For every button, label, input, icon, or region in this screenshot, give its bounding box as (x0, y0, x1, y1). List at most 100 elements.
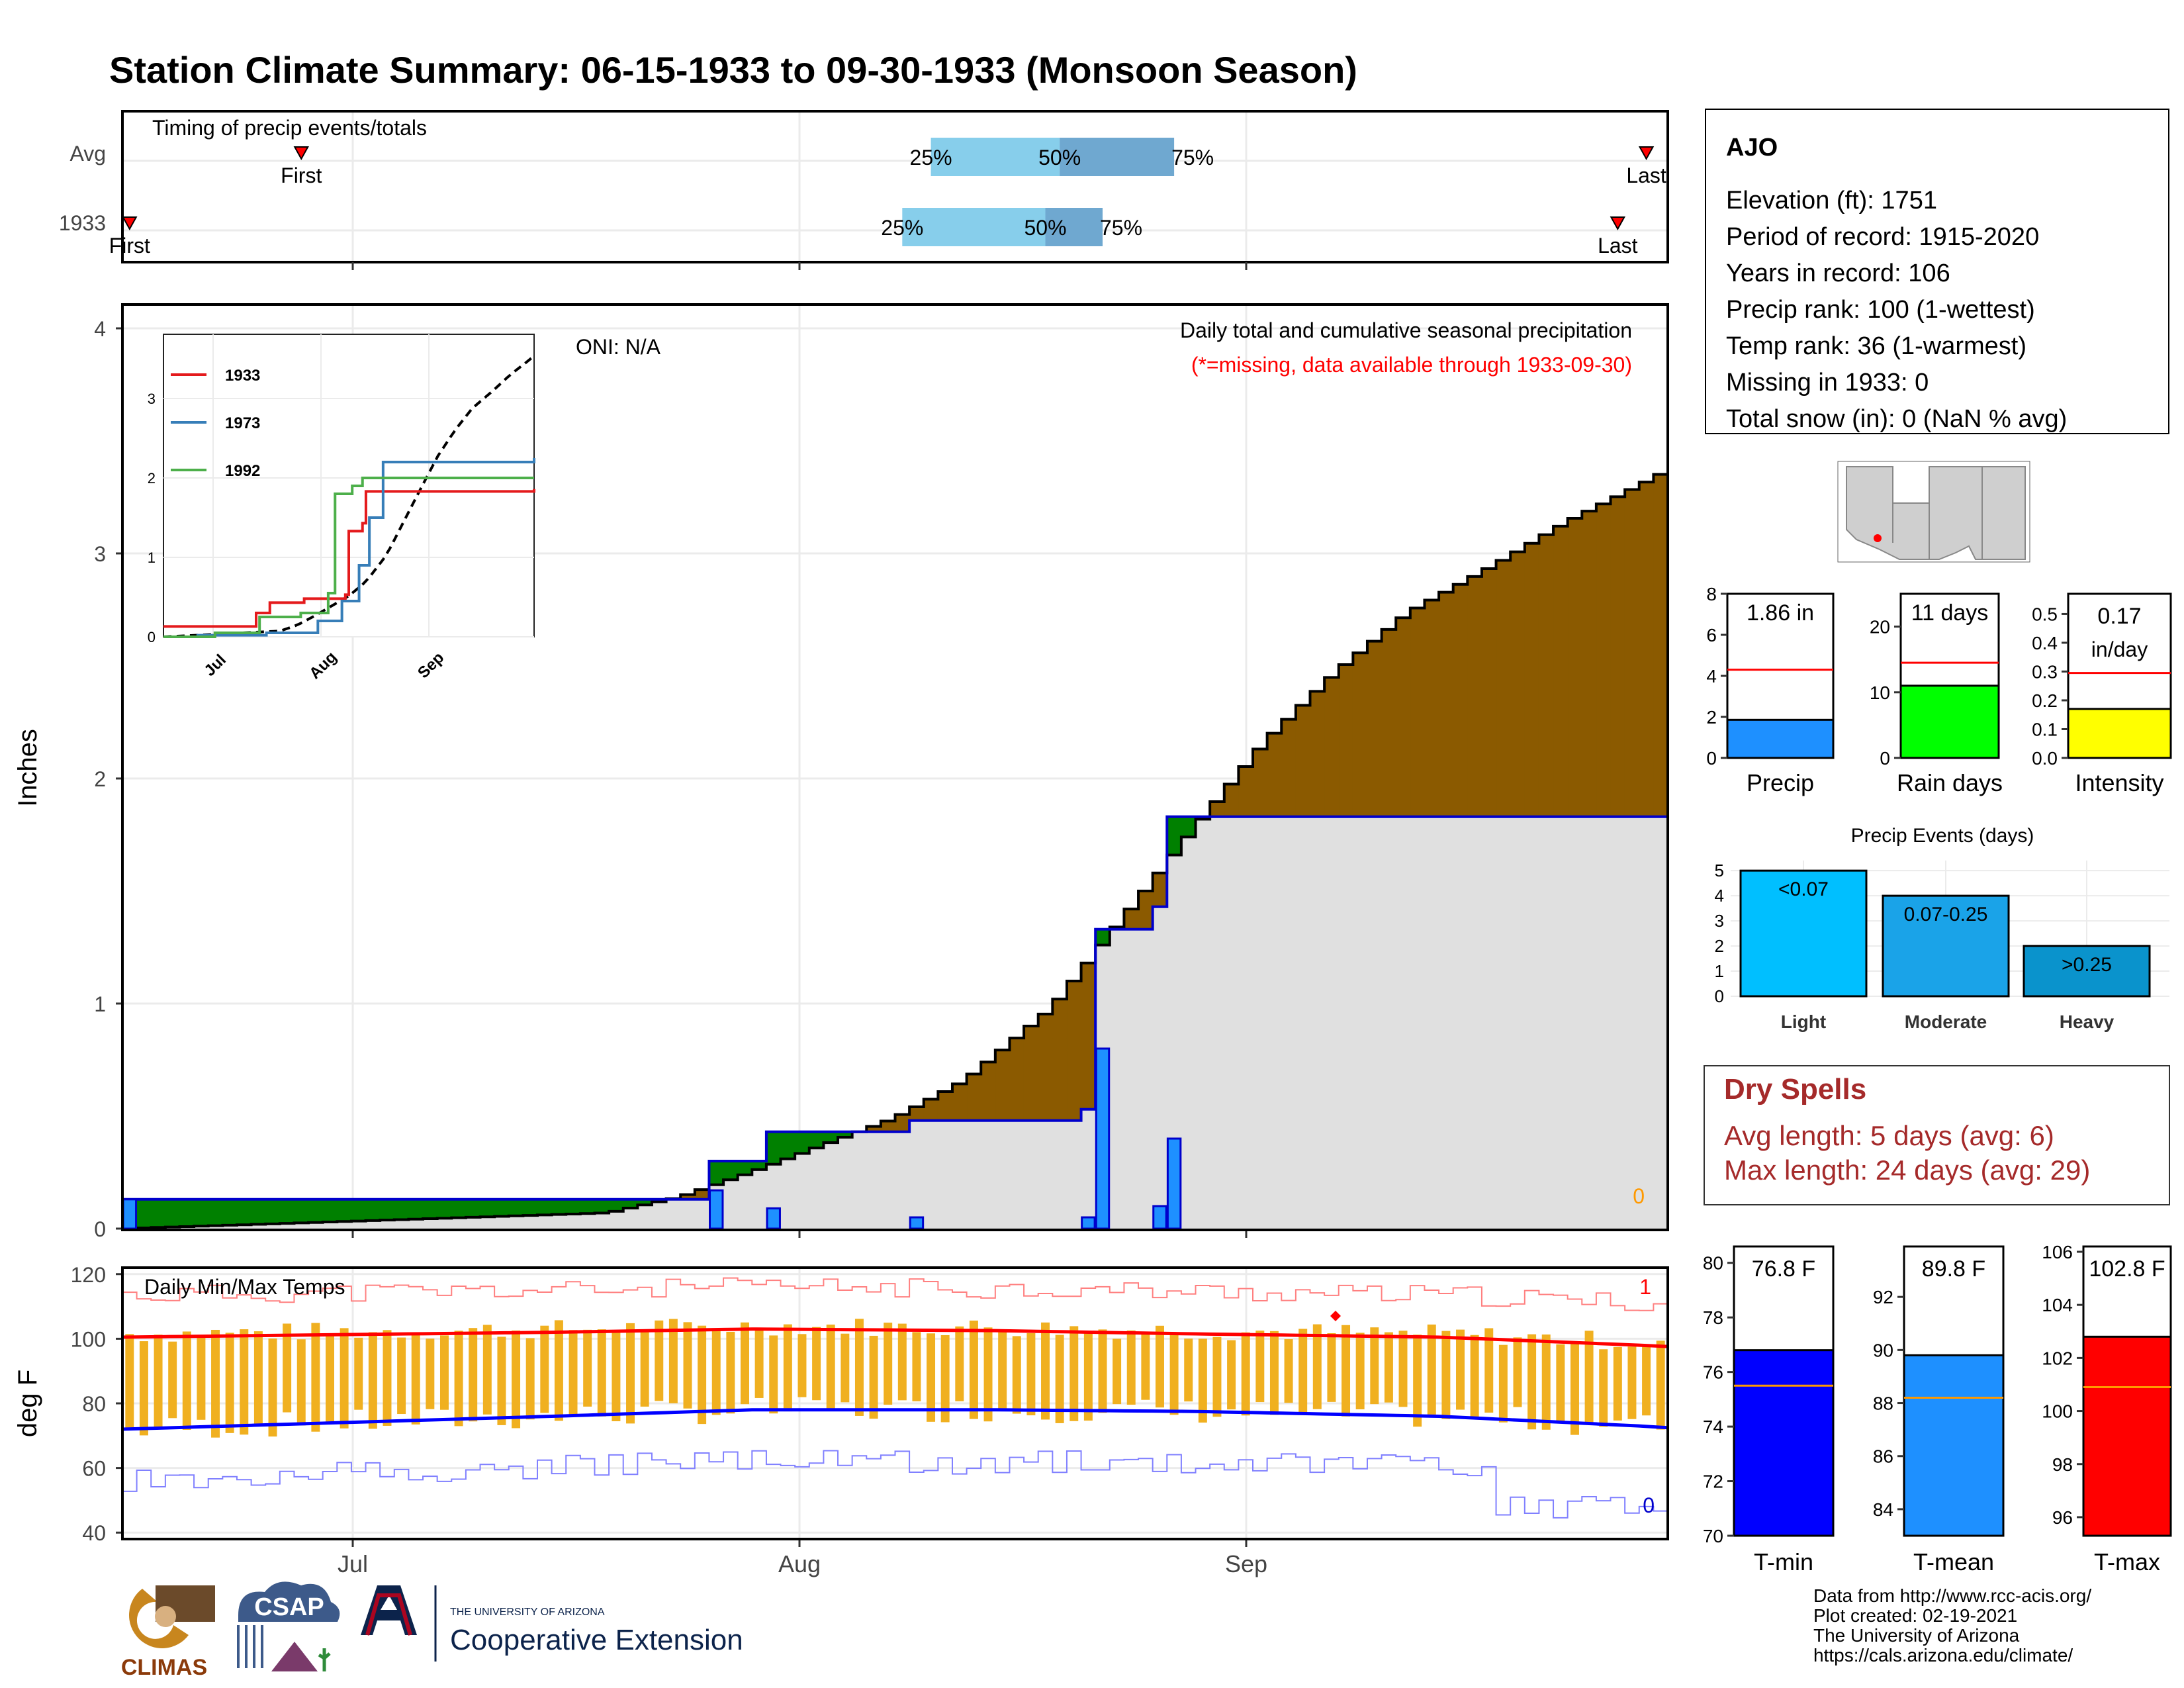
station-name: AJO (1726, 134, 1778, 162)
temp-daily-bar-84 (1327, 1333, 1336, 1402)
temp-daily-bar-94 (1470, 1335, 1479, 1419)
summary-ytick-label-0-0: 0 (1706, 748, 1717, 769)
temp-daily-bar-17 (368, 1332, 377, 1429)
temp-summary-ytick-label-1-0: 84 (1873, 1499, 1893, 1520)
footer-credits: Data from http://www.rcc-acis.org/ Plot … (1813, 1585, 2091, 1665)
timing-panel-label: Timing of precip events/totals (152, 116, 427, 140)
temp-daily-bar-92 (1441, 1331, 1451, 1419)
inset-legend-label-1: 1973 (225, 414, 260, 432)
temperature-bars: 70 72 74 76 78 80 76.8 F T-min 84 86 88 90 92 89.8 F T… (1703, 1242, 2172, 1575)
month-label-sep: Sep (1225, 1550, 1267, 1577)
temp-daily-bar-86 (1355, 1333, 1365, 1410)
precip-ytick-label-1: 1 (94, 992, 106, 1016)
station-info-box: AJO Elevation (ft): 1751 Period of recor… (1705, 109, 2169, 434)
summary-category-label-0: Precip (1747, 769, 1814, 796)
temp-panel-label: Daily Min/Max Temps (144, 1275, 345, 1299)
summary-ytick-label-1-1: 10 (1870, 682, 1890, 703)
timing-row-avg-label: Avg (69, 142, 106, 165)
temp-daily-bar-90 (1413, 1335, 1422, 1427)
daily-precip-bar-4 (1081, 1216, 1096, 1230)
temp-daily-bar-6 (211, 1329, 220, 1438)
timing-first-marker-0 (293, 146, 309, 161)
temp-daily-bar-56 (927, 1333, 936, 1422)
temp-daily-bar-66 (1069, 1326, 1079, 1421)
temp-daily-bar-82 (1298, 1329, 1308, 1414)
temp-daily-bar-2 (154, 1335, 163, 1429)
map-region-shape (1846, 466, 2026, 560)
station-period: Period of record: 1915-2020 (1726, 223, 2039, 251)
temp-panel-frame (121, 1266, 1669, 1540)
events-category-label-2: Heavy (2060, 1011, 2115, 1032)
temp-daily-bar-21 (426, 1338, 435, 1409)
page-title: Station Climate Summary: 06-15-1933 to 0… (109, 49, 1357, 91)
temp-daily-bar-57 (940, 1335, 950, 1423)
temp-summary-ytick-label-0-0: 70 (1703, 1526, 1723, 1546)
temp-daily-bar-104 (1613, 1346, 1622, 1421)
timing-q50-q75-bar-1 (1045, 208, 1103, 246)
temp-panel: 40 60 80 100 120 Daily Min/Max Temps 1 0 deg… (13, 1263, 1669, 1547)
events-bar-1 (1882, 894, 2010, 998)
temp-summary-ytick-label-1-4: 92 (1873, 1287, 1893, 1307)
footer-logos: CLIMAS CSAP THE UNIVERSITY OF ARIZONA Co… (121, 1581, 743, 1680)
temp-daily-bar-59 (969, 1320, 978, 1419)
temp-daily-bar-80 (1269, 1331, 1279, 1415)
credit-university: The University of Arizona (1813, 1625, 2020, 1646)
station-years: Years in record: 106 (1726, 259, 1950, 287)
ua-block-a-outer (361, 1585, 417, 1635)
temp-daily-bar-67 (1083, 1331, 1093, 1421)
daily-precip-bar-1 (709, 1189, 724, 1230)
csap-wordmark: CSAP (254, 1593, 324, 1621)
temp-daily-bar-12 (296, 1339, 306, 1426)
inset-series-line-0 (163, 489, 535, 628)
precip-ylabel: Inches (13, 729, 42, 807)
timing-first-marker-1 (122, 216, 138, 231)
events-ytick-label-5: 5 (1715, 861, 1724, 880)
temp-daily-bar-35 (626, 1323, 635, 1424)
missing-note: (*=missing, data available through 1933-… (1191, 353, 1632, 377)
csap-mountain-shape (271, 1642, 318, 1671)
temp-summary-value-label-1: 89.8 F (1922, 1256, 1985, 1282)
temp-daily-bar-40 (698, 1325, 707, 1425)
precip-ytick-label-2: 2 (94, 767, 106, 791)
temp-daily-bar-52 (869, 1335, 878, 1419)
station-precip-rank: Precip rank: 100 (1-wettest) (1726, 296, 2035, 324)
temp-summary-ytick-label-0-1: 72 (1703, 1472, 1723, 1492)
temp-daily-bar-93 (1456, 1329, 1465, 1410)
events-range-label-0: <0.07 (1778, 878, 1829, 900)
timing-panel: Timing of precip events/totals Avg 1933 … (59, 110, 1669, 270)
summary-value-bar-0 (1726, 718, 1835, 759)
temp-summary-ytick-label-1-3: 90 (1873, 1340, 1893, 1360)
timing-last-label-1: Last (1598, 234, 1638, 258)
temp-daily-bar-99 (1541, 1334, 1551, 1430)
temp-daily-bar-15 (340, 1328, 349, 1429)
summary-ytick-label-0-3: 6 (1706, 625, 1717, 645)
temp-daily-bar-3 (168, 1341, 177, 1419)
timing-panel-frame (121, 110, 1669, 263)
temp-daily-bar-39 (683, 1322, 692, 1409)
temp-daily-bar-96 (1498, 1344, 1508, 1423)
precip-events-chart: Precip Events (days) 0 1 2 3 4 5 <0.07 Light 0.0… (1715, 825, 2169, 1032)
precip-ytick-label-0: 0 (94, 1217, 106, 1241)
temp-daily-bar-34 (612, 1333, 621, 1422)
temp-daily-bar-36 (640, 1332, 649, 1407)
ua-logo: THE UNIVERSITY OF ARIZONA Cooperative Ex… (361, 1585, 743, 1662)
temp-daily-bar-9 (253, 1331, 263, 1426)
timing-first-label-1: First (109, 234, 150, 258)
timing-q50-label-1: 50% (1024, 216, 1066, 240)
temp-daily-bar-60 (983, 1327, 993, 1422)
timing-last-label-0: Last (1626, 164, 1666, 187)
timing-last-marker-0 (1638, 146, 1655, 161)
timing-q25-q50-bar-1 (902, 208, 1046, 246)
summary-value-bar-1 (1899, 684, 2000, 759)
climas-circle (155, 1606, 176, 1627)
precip-events-title: Precip Events (days) (1851, 825, 2034, 847)
dry-spells-avg: Avg length: 5 days (avg: 6) (1724, 1120, 2054, 1151)
temp-daily-bar-55 (912, 1332, 921, 1401)
temp-summary-ytick-label-2-5: 106 (2042, 1242, 2073, 1262)
temp-summary-ytick-label-2-0: 96 (2052, 1507, 2073, 1528)
summary-ytick-label-0-1: 2 (1706, 707, 1717, 727)
temp-daily-bar-54 (897, 1323, 907, 1401)
dry-spells-frame (1704, 1065, 2170, 1205)
temp-daily-bar-7 (225, 1333, 234, 1433)
temp-daily-bar-95 (1484, 1328, 1494, 1413)
